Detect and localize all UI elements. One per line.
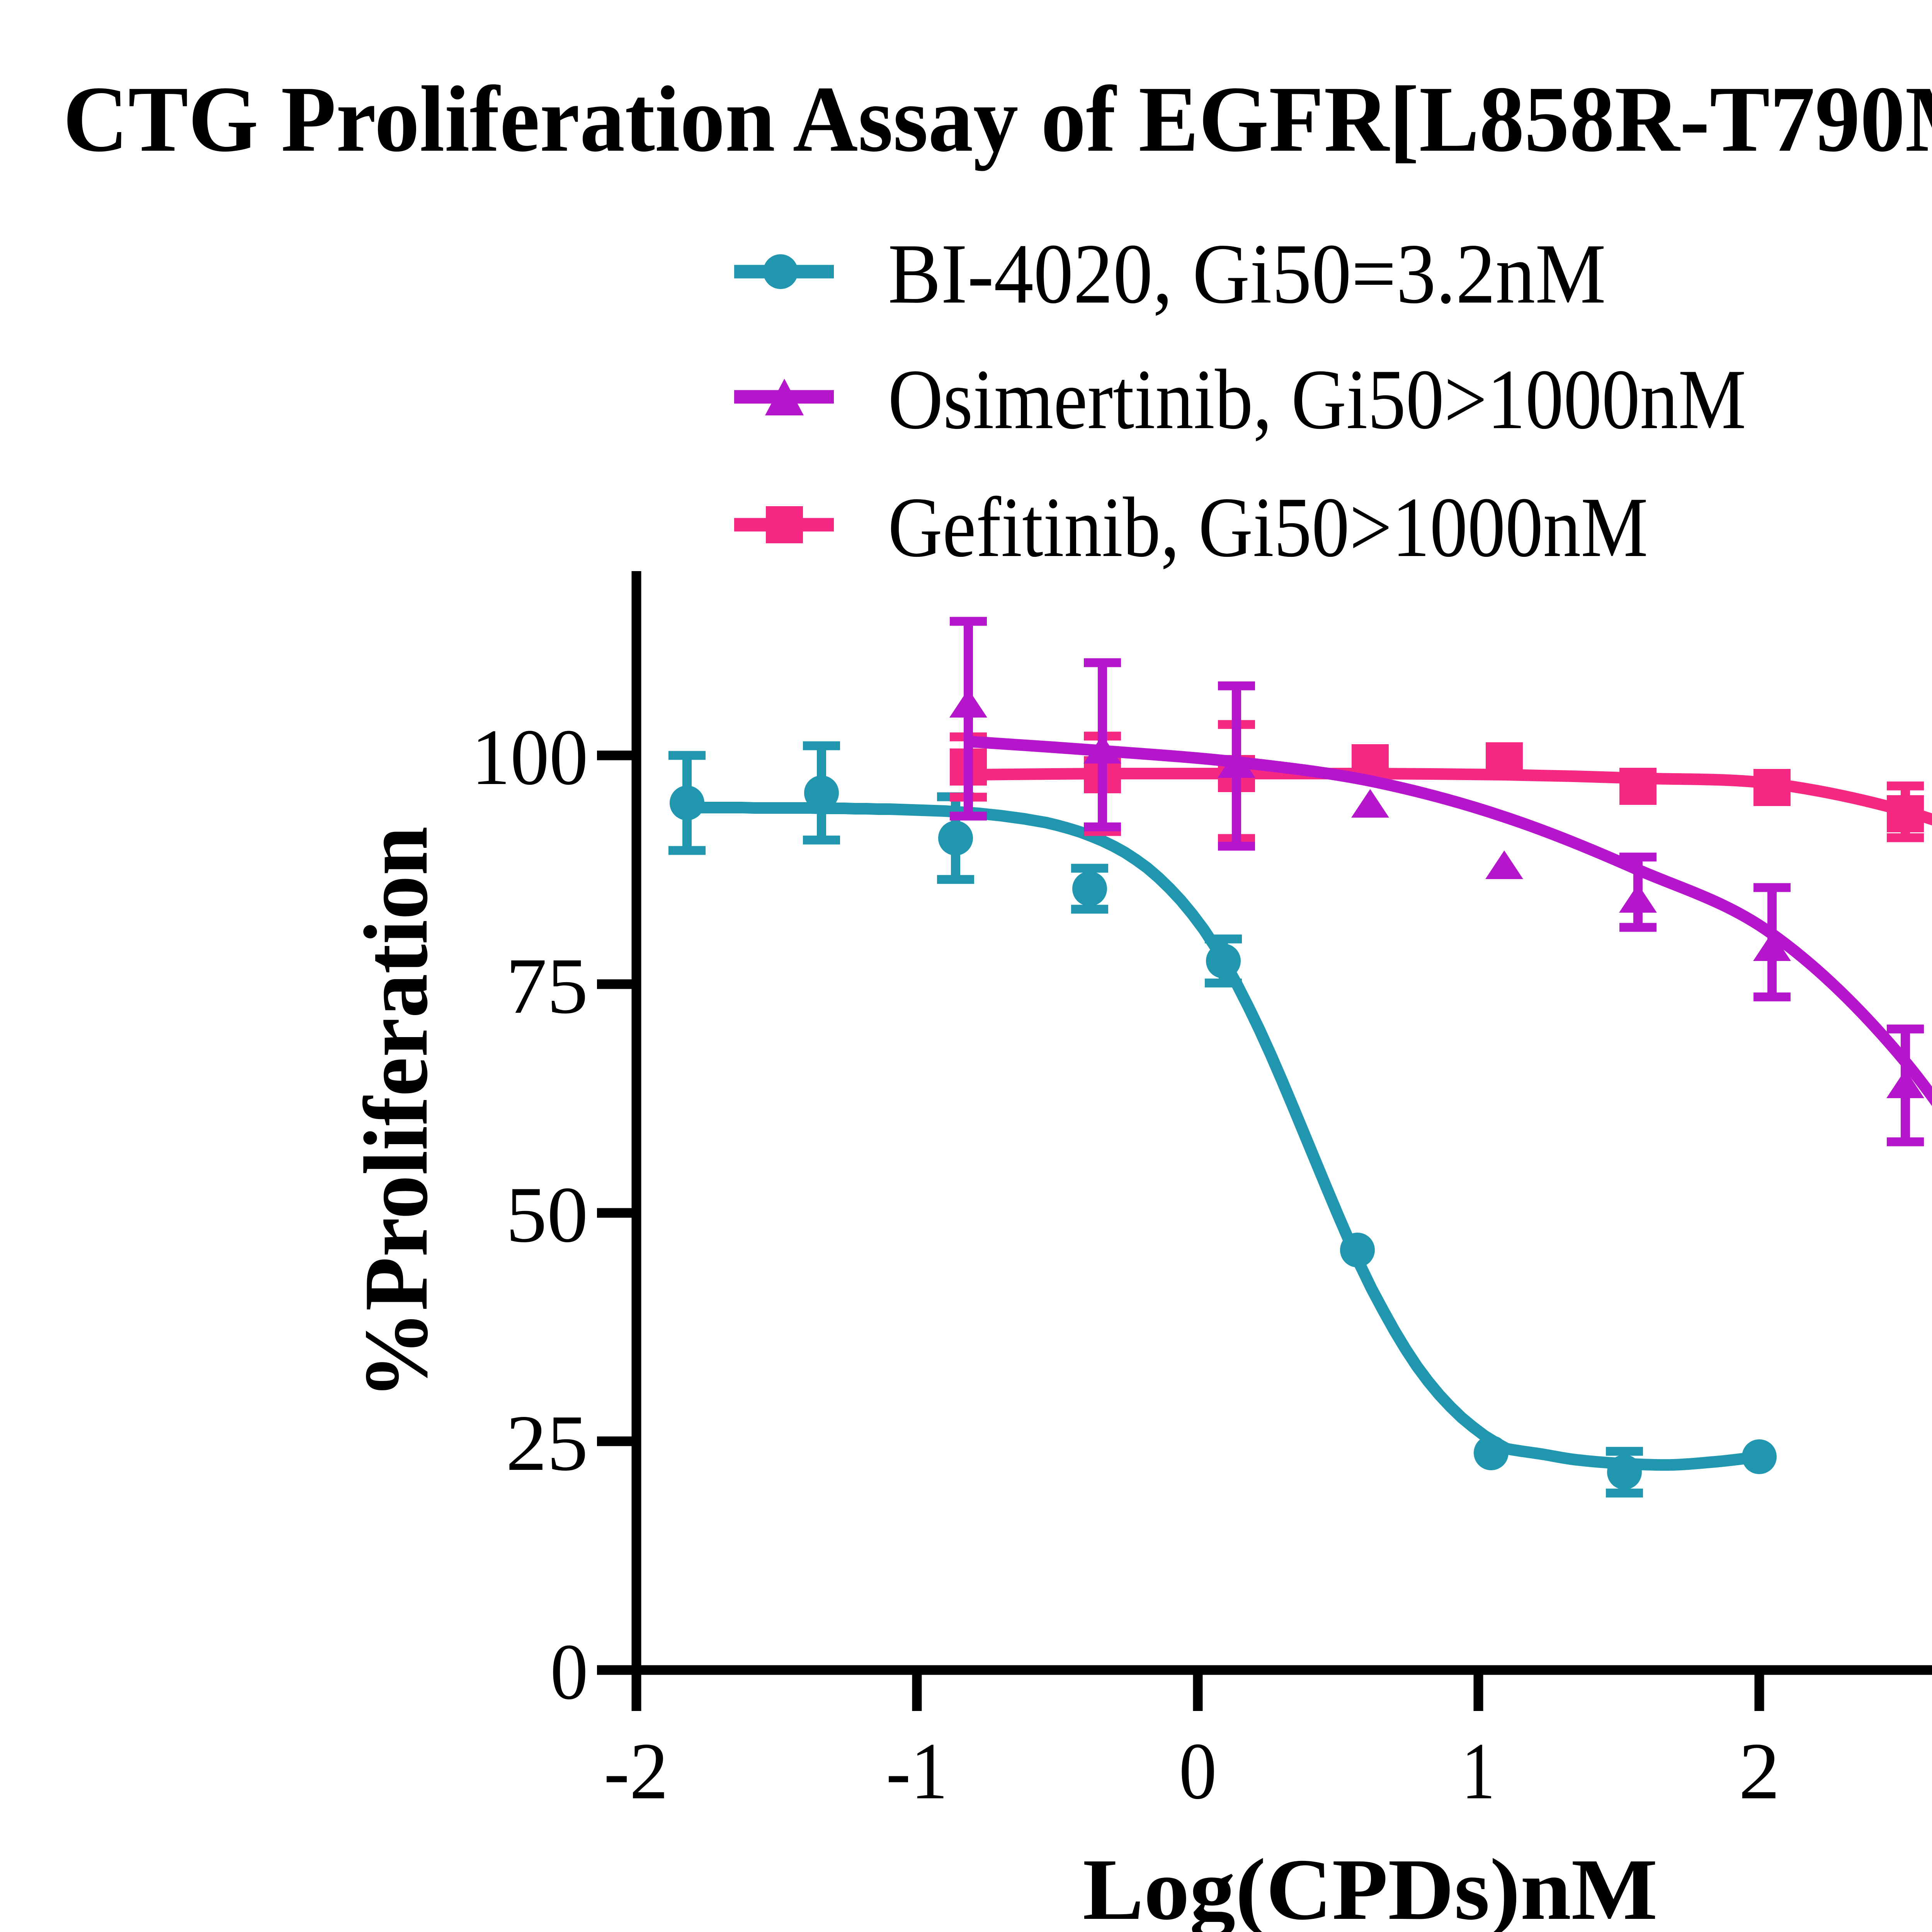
svg-text:Log(CPDs)nM: Log(CPDs)nM	[1083, 1841, 1658, 1932]
svg-text:Osimertinib, Gi50>1000nM: Osimertinib, Gi50>1000nM	[888, 352, 1746, 447]
svg-text:BI-4020, Gi50=3.2nM: BI-4020, Gi50=3.2nM	[888, 226, 1606, 321]
svg-text:CTG Proliferation Assay of EGF: CTG Proliferation Assay of EGFR[L858R-T7…	[63, 67, 1932, 171]
svg-text:25: 25	[506, 1399, 588, 1487]
svg-text:%Proliferation: %Proliferation	[346, 827, 447, 1400]
svg-text:0: 0	[1179, 1726, 1217, 1816]
svg-text:100: 100	[471, 713, 588, 801]
svg-text:0: 0	[550, 1628, 588, 1716]
svg-text:Gefitinib, Gi50>1000nM: Gefitinib, Gi50>1000nM	[888, 480, 1648, 575]
svg-text:-2: -2	[604, 1726, 668, 1816]
svg-text:-1: -1	[886, 1726, 948, 1816]
svg-text:1: 1	[1462, 1726, 1495, 1816]
svg-text:2: 2	[1739, 1726, 1780, 1816]
svg-text:50: 50	[506, 1170, 588, 1259]
svg-text:75: 75	[506, 942, 588, 1030]
